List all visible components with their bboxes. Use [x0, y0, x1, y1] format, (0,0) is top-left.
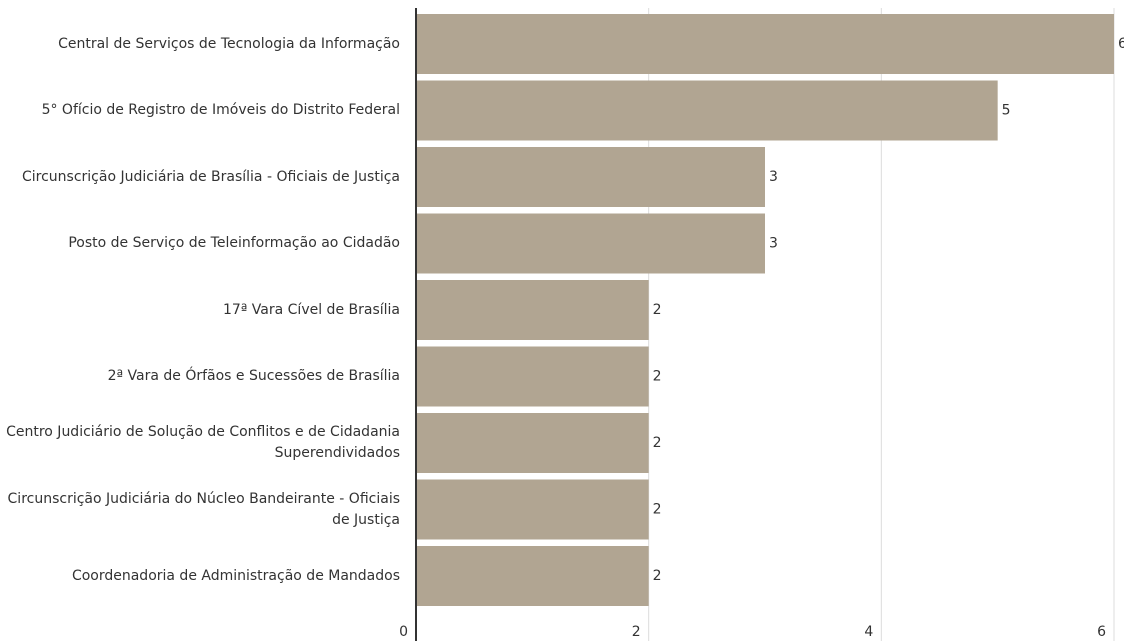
category-label: 2ª Vara de Órfãos e Sucessões de Brasíli…: [107, 368, 400, 384]
value-label: 2: [653, 568, 662, 584]
category-label: Coordenadoria de Administração de Mandad…: [71, 567, 400, 584]
bar: [416, 479, 649, 540]
bar: [416, 346, 649, 407]
value-label: 3: [769, 236, 778, 252]
category-label: Circunscrição Judiciária de Brasília - O…: [21, 168, 400, 185]
category-label: Centro Judiciário de Solução de Conflito…: [6, 424, 400, 461]
x-tick-label: 0: [399, 624, 408, 640]
category-label: Circunscrição Judiciária do Núcleo Bande…: [7, 490, 400, 528]
category-label: 17ª Vara Cível de Brasília: [222, 301, 400, 318]
x-tick-label: 6: [1097, 624, 1106, 640]
value-label: 2: [653, 435, 662, 451]
bar: [416, 280, 649, 340]
value-label: 2: [653, 369, 662, 385]
value-label: 2: [653, 502, 662, 518]
value-label: 3: [769, 169, 778, 185]
bar: [416, 213, 765, 274]
bar: [416, 147, 765, 207]
category-label: 5° Ofício de Registro de Imóveis do Dist…: [41, 102, 400, 118]
value-label: 2: [653, 302, 662, 318]
bar: [416, 546, 649, 606]
category-label: Posto de Serviço de Teleinformação ao Ci…: [68, 235, 400, 251]
value-label: 5: [1002, 103, 1011, 119]
bar: [416, 413, 649, 473]
bar: [416, 14, 1114, 74]
category-label: Central de Serviços de Tecnologia da Inf…: [58, 35, 400, 52]
value-label: 6: [1118, 36, 1124, 52]
x-tick-label: 2: [632, 624, 641, 640]
x-tick-label: 4: [864, 624, 873, 640]
bar: [416, 80, 998, 141]
